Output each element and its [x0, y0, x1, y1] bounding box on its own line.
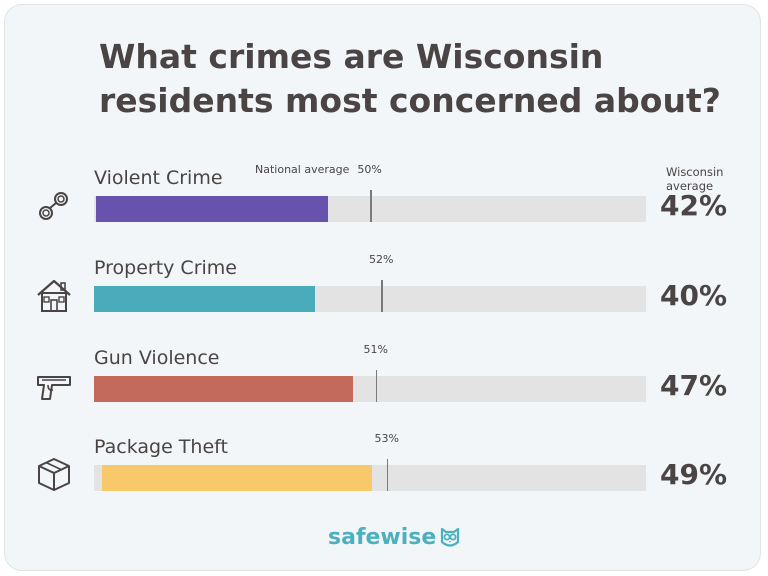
category-label: Property Crime	[94, 257, 237, 279]
bar-row: Package Theft 53% 49%	[0, 432, 768, 526]
national-average-marker	[375, 370, 378, 402]
wisconsin-bar	[94, 286, 315, 312]
wisconsin-bar	[102, 465, 372, 491]
wisconsin-bar	[94, 376, 353, 402]
national-average-marker	[381, 280, 383, 312]
wisconsin-value-label: 49%	[660, 458, 728, 491]
bar-track	[94, 459, 646, 491]
wisconsin-value-label: 40%	[660, 279, 728, 312]
gun-icon	[34, 365, 74, 405]
national-average-value: 50%	[357, 163, 382, 176]
safewise-logo: safewise	[328, 523, 461, 551]
national-average-label: National average 50%	[255, 163, 382, 176]
package-icon	[34, 454, 74, 494]
national-average-label: 52%	[369, 253, 393, 266]
national-average-value: 51%	[363, 343, 388, 356]
national-average-value: 52%	[369, 253, 394, 266]
category-label: Violent Crime	[94, 167, 223, 189]
wisconsin-average-header: Wisconsin average	[666, 165, 724, 193]
bar-track	[94, 280, 646, 312]
bar-track	[94, 190, 646, 222]
category-label: Gun Violence	[94, 347, 220, 369]
wisconsin-bar	[96, 196, 328, 222]
bar-row: Gun Violence 51% 47%	[0, 343, 768, 437]
national-average-label: 53%	[375, 432, 399, 445]
national-average-caption: National average	[255, 163, 350, 176]
bar-track	[94, 370, 646, 402]
owl-icon	[441, 527, 460, 547]
national-average-marker	[386, 459, 389, 491]
wisconsin-value-label: 42%	[660, 189, 728, 222]
national-average-label: 51%	[364, 343, 388, 356]
chart-title: What crimes are Wisconsin residents most…	[99, 37, 721, 120]
bar-row: Property Crime 52% 40%	[0, 253, 768, 347]
bar-row: Violent Crime National average 50% 42%	[0, 163, 768, 257]
handcuffs-icon	[34, 185, 74, 225]
category-label: Package Theft	[94, 436, 228, 458]
national-average-value: 53%	[374, 432, 399, 445]
national-average-marker	[370, 190, 372, 222]
house-icon	[34, 275, 74, 315]
logo-text: safewise	[328, 524, 437, 550]
wisconsin-value-label: 47%	[660, 369, 728, 402]
